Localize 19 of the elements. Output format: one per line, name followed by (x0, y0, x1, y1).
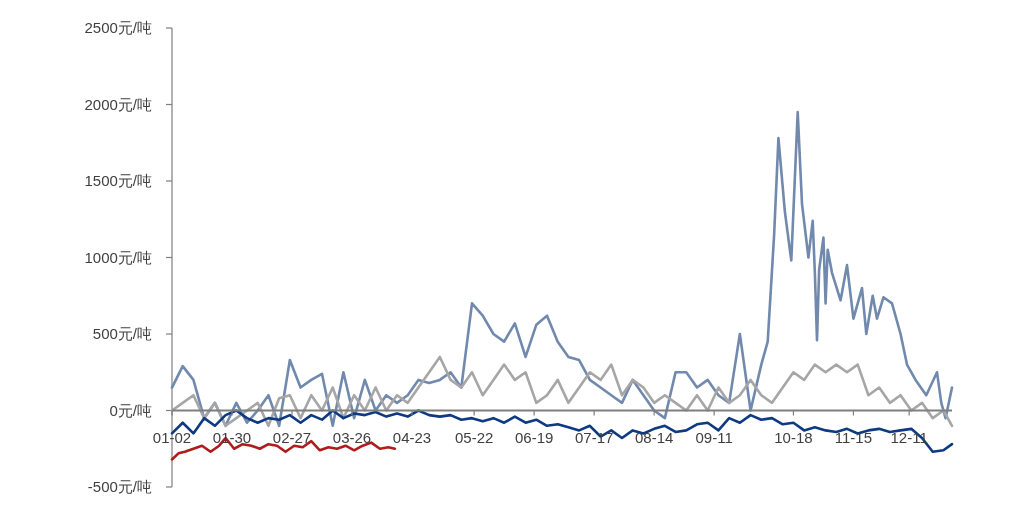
xtick: 06-19 (514, 428, 554, 446)
ytick: 0元/吨 (109, 401, 152, 419)
xtick: 11-15 (834, 428, 873, 446)
xtick: 07-17 (574, 428, 614, 446)
xtick: 10-18 (774, 428, 813, 446)
ytick: -500元/吨 (87, 478, 152, 495)
ytick: 500元/吨 (92, 325, 152, 342)
ytick: 1500元/吨 (84, 172, 152, 189)
xtick: 01-02 (152, 428, 192, 446)
xtick: 03-26 (332, 428, 372, 446)
ytick: 2500元/吨 (84, 19, 152, 36)
xtick: 02-27 (272, 428, 312, 446)
xtick: 08-14 (634, 428, 674, 446)
ytick: 2000元/吨 (84, 95, 152, 113)
xtick: 09-11 (695, 428, 733, 446)
ytick: 1000元/吨 (84, 248, 152, 266)
xtick: 04-23 (392, 428, 432, 446)
xtick: 05-22 (454, 428, 494, 446)
xtick: 01-30 (212, 428, 252, 446)
